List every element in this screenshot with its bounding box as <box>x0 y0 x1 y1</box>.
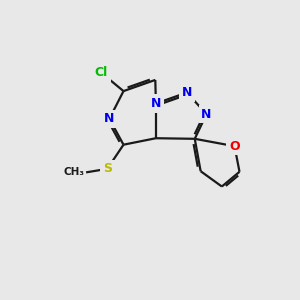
Text: CH₃: CH₃ <box>64 167 85 177</box>
Text: Cl: Cl <box>95 66 108 80</box>
Text: N: N <box>182 86 192 99</box>
Text: N: N <box>104 112 115 125</box>
Text: N: N <box>151 97 161 110</box>
Text: O: O <box>229 140 240 153</box>
Text: S: S <box>103 162 112 175</box>
Text: N: N <box>201 108 212 121</box>
